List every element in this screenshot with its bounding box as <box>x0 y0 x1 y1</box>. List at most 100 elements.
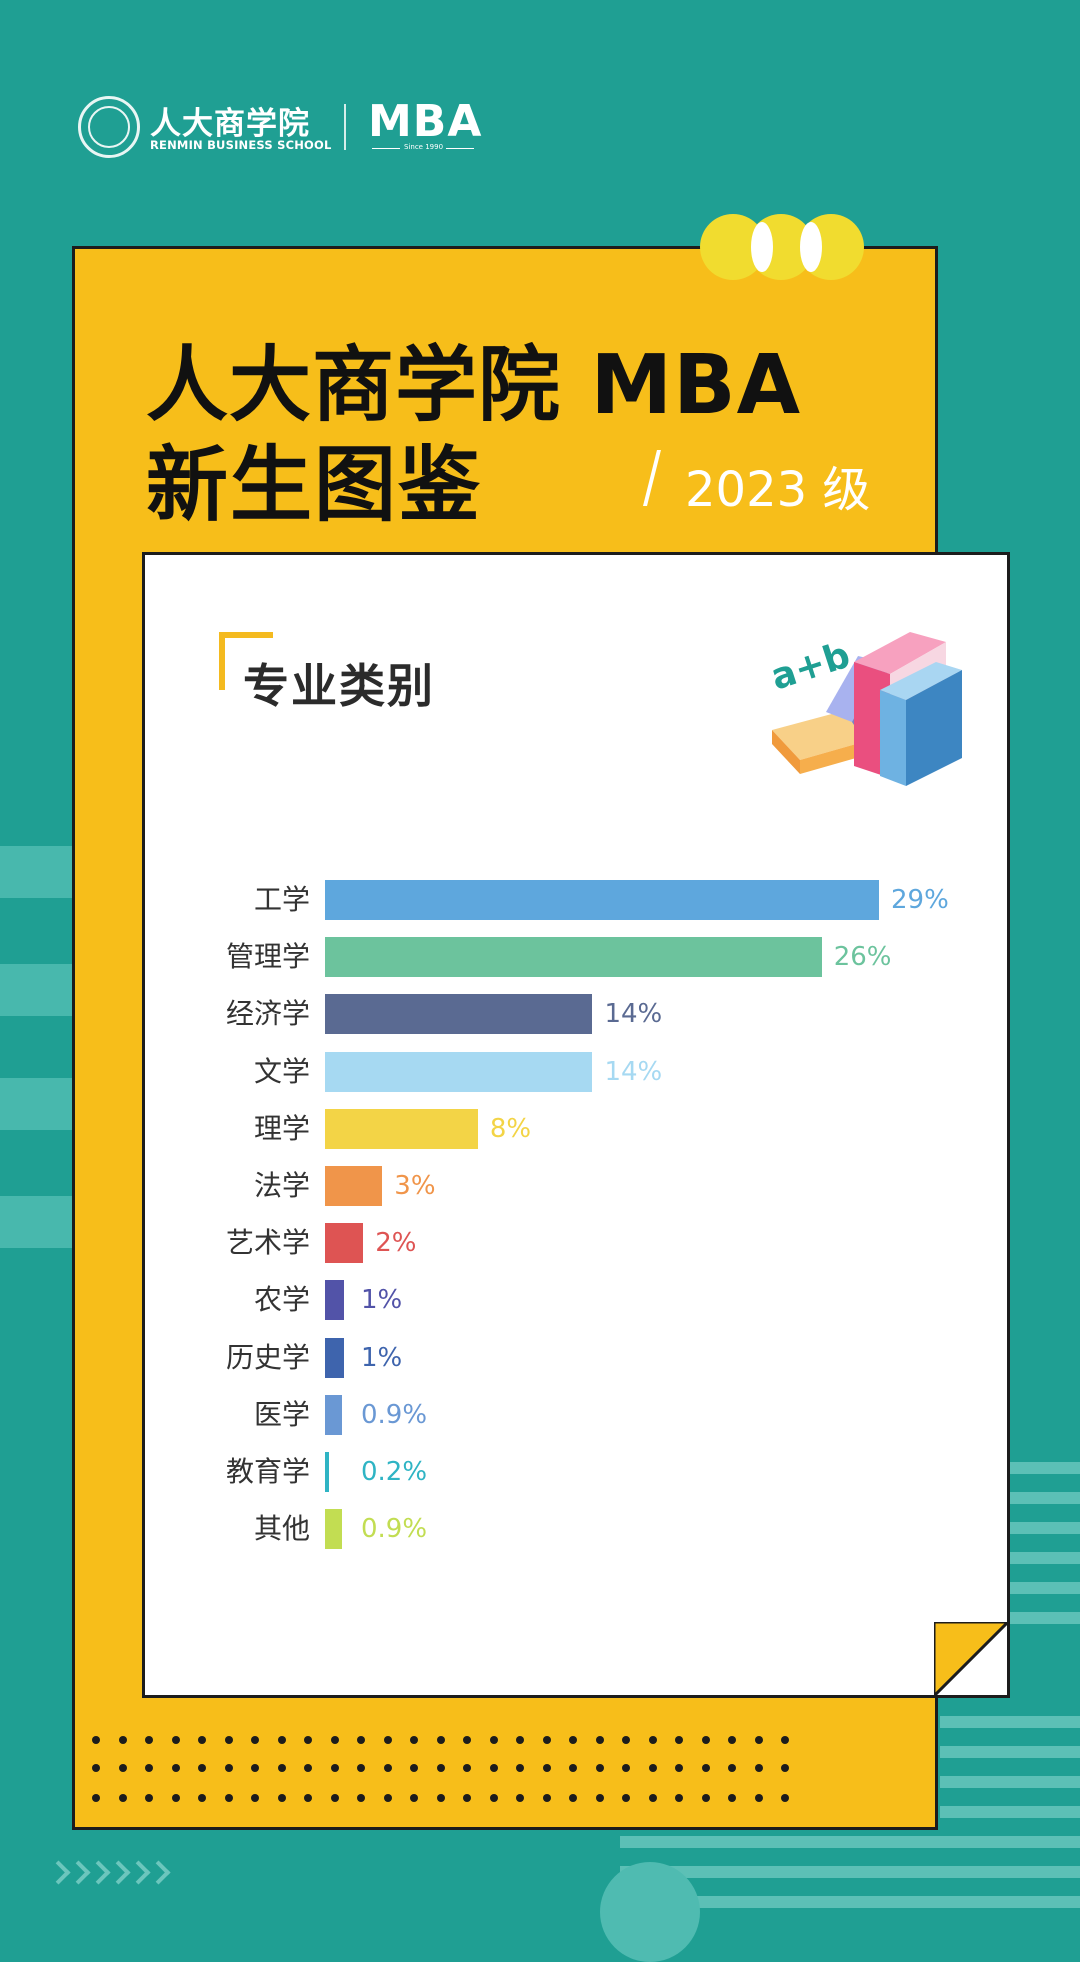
decor-dot <box>410 1794 418 1802</box>
decor-dot <box>542 1794 551 1802</box>
books-illustration: a+b <box>766 632 962 786</box>
decor-dot <box>198 1764 206 1772</box>
decor-dot <box>516 1736 524 1744</box>
decor-dot <box>781 1764 789 1772</box>
decor-dot <box>595 1736 604 1744</box>
value-label: 8% <box>489 1113 532 1144</box>
decor-dot <box>489 1794 498 1802</box>
decor-dot <box>251 1736 259 1744</box>
page-fold-corner <box>934 1622 1011 1698</box>
decor-dot <box>675 1794 683 1802</box>
decor-dot <box>781 1736 789 1744</box>
decor-dot <box>224 1736 233 1744</box>
decor-dot <box>516 1794 524 1802</box>
decor-dot <box>304 1736 312 1744</box>
decor-dot <box>701 1764 710 1772</box>
decor-dot <box>304 1764 312 1772</box>
decor-dot <box>251 1794 259 1802</box>
decor-dot <box>383 1736 392 1744</box>
school-seal-logo <box>78 96 140 158</box>
decor-dot <box>648 1794 657 1802</box>
category-label: 法学 <box>253 1169 310 1202</box>
bar <box>325 1452 329 1492</box>
decor-dot <box>171 1764 180 1772</box>
decor-dot <box>92 1764 100 1772</box>
decor-dot <box>118 1736 127 1744</box>
decor-dot <box>595 1794 604 1802</box>
decor-stripe <box>990 1462 1080 1474</box>
decor-dot <box>569 1764 577 1772</box>
decor-dot <box>701 1736 710 1744</box>
decor-dot <box>516 1764 524 1772</box>
bar <box>325 880 879 920</box>
category-label: 医学 <box>253 1397 310 1431</box>
bar <box>325 1166 383 1206</box>
decor-dot <box>754 1764 763 1772</box>
decor-dot <box>463 1764 471 1772</box>
category-label: 教育学 <box>225 1455 310 1488</box>
decor-dot <box>542 1764 551 1772</box>
bar <box>325 1394 343 1435</box>
decor-stripe <box>620 1866 1080 1878</box>
decor-dot <box>330 1794 339 1802</box>
bar <box>325 1108 478 1149</box>
value-label: 0.9% <box>361 1399 428 1430</box>
decor-stripe <box>940 1776 1080 1788</box>
decor-dot <box>224 1794 233 1802</box>
category-label: 工学 <box>253 883 310 916</box>
value-label: 0.9% <box>361 1514 428 1545</box>
value-label: 3% <box>394 1171 436 1201</box>
decor-dot <box>145 1736 153 1744</box>
decor-dot <box>436 1764 445 1772</box>
decor-stripe <box>0 846 72 898</box>
decor-dot <box>489 1764 498 1772</box>
value-label: 1% <box>361 1285 403 1316</box>
decor-dot <box>277 1794 286 1802</box>
decor-dot <box>145 1764 153 1772</box>
decor-dot <box>542 1736 551 1744</box>
bar <box>325 1337 345 1378</box>
chevron-right-icon <box>146 1860 171 1885</box>
section-bracket <box>219 632 273 690</box>
school-name-en: RENMIN BUSINESS SCHOOL <box>150 138 332 152</box>
decor-dot <box>622 1794 630 1802</box>
category-label: 农学 <box>253 1283 310 1317</box>
decor-dot <box>675 1736 683 1744</box>
decor-dot <box>463 1736 471 1744</box>
program-logo: MBA <box>368 96 483 147</box>
decor-dot <box>330 1736 339 1744</box>
decor-stripe <box>0 964 72 1016</box>
category-label: 艺术学 <box>225 1226 310 1260</box>
decor-dot <box>357 1736 365 1744</box>
decor-dot <box>569 1794 577 1802</box>
logo-divider <box>344 104 346 150</box>
decor-dot <box>410 1736 418 1744</box>
value-label: 1% <box>361 1342 403 1373</box>
decor-dot <box>92 1736 100 1744</box>
value-label: 29% <box>891 885 949 915</box>
bar <box>325 1051 593 1092</box>
decor-dot <box>198 1794 206 1802</box>
decor-dot <box>383 1794 392 1802</box>
value-label: 2% <box>375 1228 417 1259</box>
bar <box>325 937 822 978</box>
decor-dot <box>781 1794 789 1802</box>
decor-dot <box>277 1764 286 1772</box>
decor-stripe <box>940 1806 1080 1818</box>
decor-dot <box>754 1736 763 1744</box>
decor-dot <box>436 1794 445 1802</box>
decor-stripe <box>620 1896 1080 1908</box>
decor-dot <box>436 1736 445 1744</box>
decor-stripe <box>620 1836 1080 1848</box>
decor-dot <box>728 1736 736 1744</box>
page-title: 人大商学院 MBA <box>146 338 802 433</box>
decor-stripe <box>940 1716 1080 1728</box>
decor-dot <box>463 1794 471 1802</box>
decor-dot <box>251 1764 259 1772</box>
decor-stripe <box>940 1746 1080 1758</box>
category-label: 文学 <box>253 1054 310 1088</box>
decor-dot <box>595 1764 604 1772</box>
decor-dot <box>383 1764 392 1772</box>
decor-dot <box>118 1764 127 1772</box>
since-label: Since 1990 <box>404 143 444 151</box>
